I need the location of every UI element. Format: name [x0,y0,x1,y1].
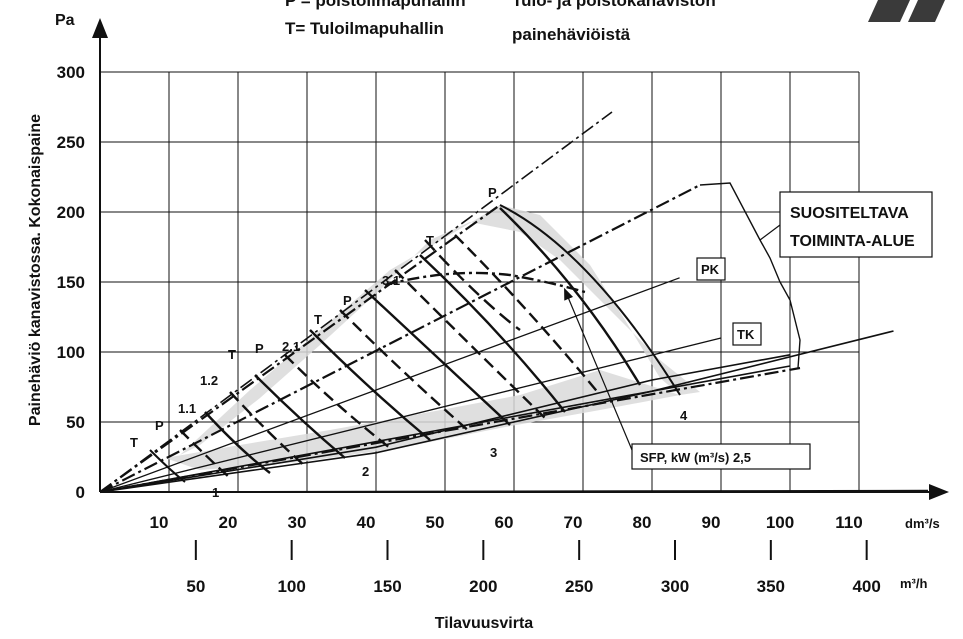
x-axis-title: Tilavuusvirta [435,615,534,632]
legend-line-2: T= Tuloilmapuhallin [285,19,444,38]
fan-curve [419,254,566,413]
x-secondary-tick-label: 150 [373,577,401,596]
series-line-pk [99,277,680,493]
recommended-area-outline [699,182,801,369]
fan-curves [149,204,681,483]
x-tick-label: 110 [835,513,862,532]
fan-label: P [488,185,497,200]
system-curve-2 [99,330,894,493]
sfp-label-box [631,443,811,470]
sfp-curve [384,271,586,294]
fan-curve [364,289,511,426]
fan-boundary-lines [99,111,801,494]
x-tick-label: 100 [766,513,794,532]
x-secondary-tick-label: 250 [565,577,593,596]
pk-label-box [696,257,726,281]
tk-label: TK [737,327,755,342]
x-secondary-tick-label: 300 [661,577,689,596]
y-axis-title: Painehäviö kanavistossa. Kokonaispaine [27,114,44,426]
series-line-tk [99,337,722,493]
system-curve-3 [99,354,791,493]
x-secondary-tick-label: 50 [186,577,205,596]
recommended-area-label-1: SUOSITELTAVA [790,205,909,222]
curve-label-3: 3 [490,445,497,460]
x-secondary-tick-labels: 50 100 150 200 250 300 350 400 [186,540,881,596]
x-tick-label: 60 [495,513,514,532]
fan-label: 2.1 [282,339,300,354]
x-secondary-tick-label: 400 [852,577,880,596]
y-tick-label: 100 [57,343,85,362]
y-tick-label: 150 [57,273,85,292]
fan-label: P [255,341,264,356]
x-unit-primary: dm³/s [905,516,940,531]
x-unit-secondary: m³/h [900,576,928,591]
x-secondary-tick-label: 200 [469,577,497,596]
fan-curve [309,329,431,441]
tk-label-box [732,322,762,346]
series-lines [99,277,722,493]
fan-label: 1.2 [200,373,218,388]
curve-label-1: 1 [212,485,219,500]
y-tick-label: 250 [57,133,85,152]
fan-curve [424,239,521,331]
fan-label: T [228,347,236,362]
x-secondary-tick-label: 100 [277,577,305,596]
fan-curve [204,411,271,474]
y-tick-label: 50 [66,413,85,432]
y-tick-label: 200 [57,203,85,222]
fan-curve [454,234,601,396]
x-tick-label: 30 [288,513,307,532]
sfp-pointer [564,287,633,451]
x-tick-label: 50 [426,513,445,532]
x-tick-label: 10 [150,513,169,532]
fan-curve [149,449,186,483]
x-secondary-tick-label: 350 [757,577,785,596]
fan-curve [394,269,546,419]
recommended-area-box [779,191,933,258]
fan-label: T [130,435,138,450]
curve-label-4: 4 [680,408,688,423]
fan-curve [339,309,471,433]
logo [868,0,945,22]
note-line-1: Tulo- ja poistokanaviston [512,0,716,10]
fan-label: 3.1 [382,273,400,288]
x-tick-label: 80 [633,513,652,532]
y-unit: Pa [55,12,75,29]
sfp-label: SFP, kW (m³/s) 2,5 [640,450,751,465]
fan-label: P [155,418,164,433]
fan-label: P [343,293,352,308]
fan-curve-outer [499,204,681,396]
recommended-area-shading [180,205,700,455]
recommended-area-label-2: TOIMINTA-ALUE [790,233,915,250]
pk-label: PK [701,262,720,277]
legend-line-1: P = poistoilmapuhallin [285,0,466,10]
x-tick-label: 40 [357,513,376,532]
fan-curve [229,391,306,467]
axes [92,18,949,500]
x-tick-label: 20 [219,513,238,532]
recommended-area-pointer [759,224,781,241]
fan-curve [179,429,231,479]
y-tick-labels: 0 50 100 150 200 250 300 [57,63,85,502]
fan-curve [499,207,642,386]
x-tick-label: 70 [564,513,583,532]
note-line-2: painehäviöistä [512,25,631,44]
x-tick-label: 90 [702,513,721,532]
fan-label: T [314,312,322,327]
fan-label: 1.1 [178,401,196,416]
x-tick-labels: 10 20 30 40 50 60 70 80 90 100 110 [150,513,863,532]
fan-label: T [426,233,434,248]
curve-label-2: 2 [362,464,369,479]
y-tick-label: 0 [76,483,85,502]
fan-labels: T P 1.1 1.2 T P 2.1 T P 3.1 T P [130,185,497,450]
y-tick-label: 300 [57,63,85,82]
